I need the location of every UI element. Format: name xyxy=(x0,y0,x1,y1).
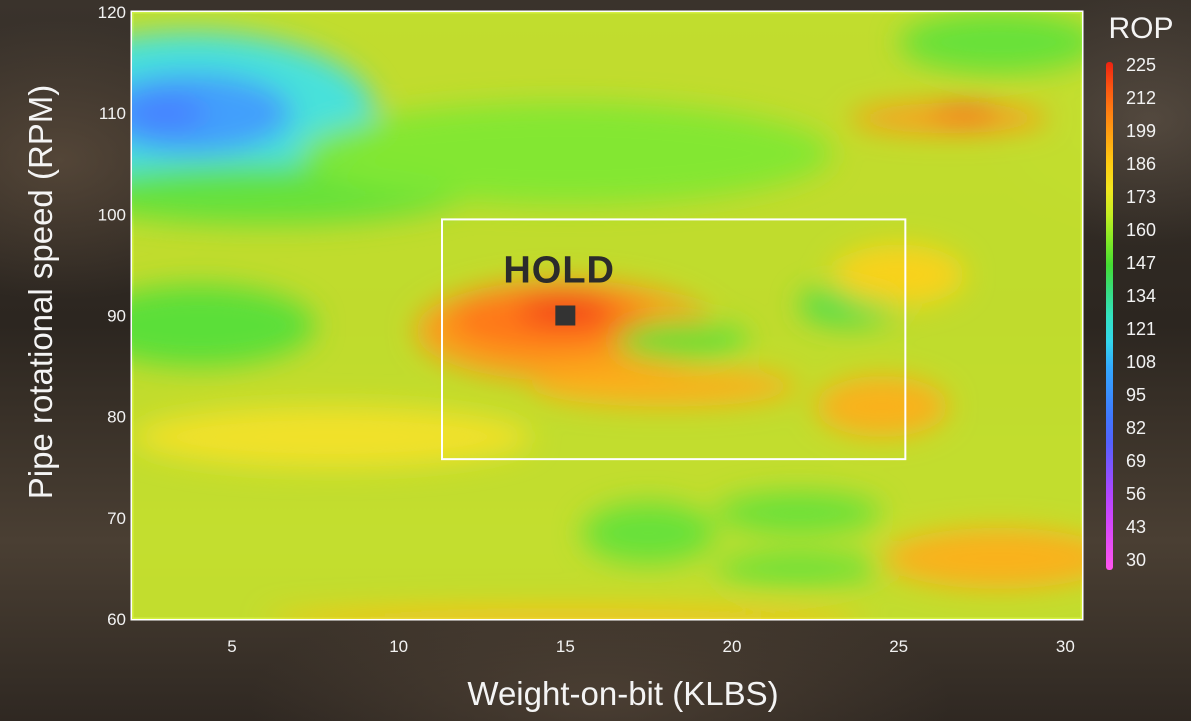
highlight-box xyxy=(441,218,907,461)
heatmap-region xyxy=(582,502,716,564)
colorbar-title: ROP xyxy=(1108,12,1173,45)
colorbar-tick-label: 108 xyxy=(1126,352,1156,372)
colorbar-tick-label: 30 xyxy=(1126,550,1146,570)
y-axis-label: Pipe rotational speed (RPM) xyxy=(22,85,59,500)
y-tick-label: 60 xyxy=(107,610,126,629)
colorbar-tick-label: 43 xyxy=(1126,517,1146,537)
chart-overlay: HOLD xyxy=(441,218,907,461)
heatmap-region xyxy=(132,92,206,134)
colorbar-tick-label: 95 xyxy=(1126,385,1146,405)
y-tick-label: 120 xyxy=(98,3,126,22)
heatmap-region xyxy=(898,12,1082,73)
colorbar-tick-label: 82 xyxy=(1126,418,1146,438)
hold-marker xyxy=(555,305,576,326)
heatmap-region xyxy=(132,406,532,468)
colorbar-gradient xyxy=(1106,62,1113,570)
colorbar-tick-label: 134 xyxy=(1126,286,1156,306)
x-tick-label: 30 xyxy=(1056,637,1075,656)
heatmap-region xyxy=(832,244,966,306)
heatmap-region xyxy=(715,553,883,584)
x-tick-label: 15 xyxy=(556,637,575,656)
y-tick-label: 100 xyxy=(98,205,126,224)
heatmap-region xyxy=(715,492,883,534)
x-tick-label: 10 xyxy=(389,637,408,656)
colorbar: 225 212 199 186 173 160 147 134 121 108 95 82 69 56 43… xyxy=(1106,55,1156,570)
heatmap-region xyxy=(532,366,799,407)
x-axis-label: Weight-on-bit (KLBS) xyxy=(467,675,778,712)
hold-annotation: HOLD xyxy=(503,250,615,292)
colorbar-tick-label: 160 xyxy=(1126,220,1156,240)
x-tick-label: 5 xyxy=(227,637,236,656)
colorbar-tick-label: 212 xyxy=(1126,88,1156,108)
heatmap-region xyxy=(882,527,1082,589)
heatmap-region xyxy=(132,72,292,154)
heatmap-region xyxy=(132,285,316,367)
colorbar-tick-label: 199 xyxy=(1126,121,1156,141)
colorbar-tick-label: 56 xyxy=(1126,484,1146,504)
colorbar-tick-label: 147 xyxy=(1126,253,1156,273)
y-tick-label: 80 xyxy=(107,408,126,427)
heatmap-region xyxy=(615,320,749,362)
y-tick-label: 110 xyxy=(99,104,126,123)
heatmap-sheen xyxy=(132,12,1082,619)
heatmap-region xyxy=(815,376,949,437)
x-axis-ticks: 5 10 15 20 25 30 xyxy=(227,637,1075,656)
colorbar-tick-label: 186 xyxy=(1126,154,1156,174)
heatmap-field xyxy=(132,12,1082,619)
x-tick-label: 20 xyxy=(723,637,742,656)
colorbar-tick-label: 69 xyxy=(1126,451,1146,471)
colorbar-tick-label: 121 xyxy=(1126,319,1156,339)
y-axis-ticks: 60 70 80 90 100 110 120 xyxy=(98,3,126,629)
heatmap-region xyxy=(265,606,866,619)
heatmap-region xyxy=(932,105,999,122)
y-tick-label: 70 xyxy=(107,509,126,528)
colorbar-tick-label: 173 xyxy=(1126,187,1156,207)
x-tick-label: 25 xyxy=(889,637,908,656)
heatmap-regions xyxy=(132,12,1082,619)
colorbar-tick-label: 225 xyxy=(1126,55,1156,75)
heatmap-region xyxy=(298,103,833,205)
y-tick-label: 90 xyxy=(107,307,126,326)
